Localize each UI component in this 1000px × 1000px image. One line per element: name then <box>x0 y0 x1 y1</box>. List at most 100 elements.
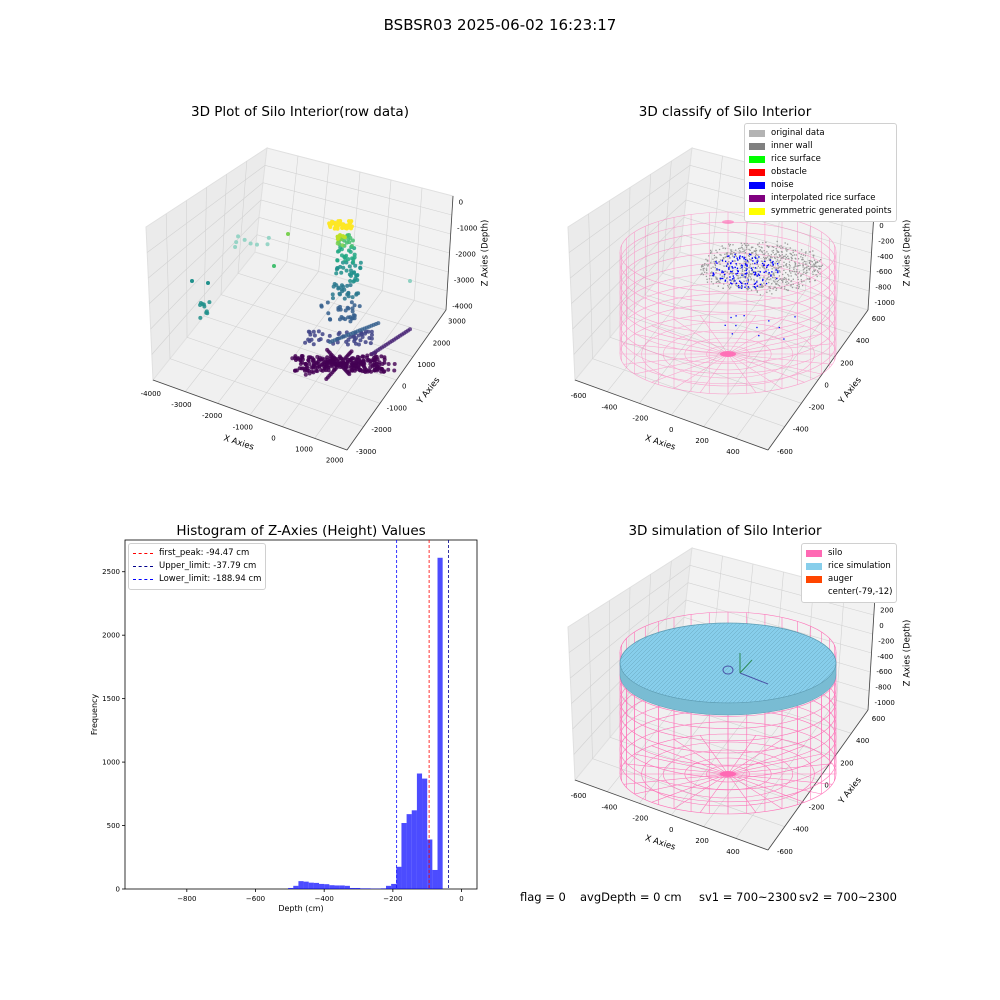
noise-point <box>725 265 728 267</box>
original-data-point <box>739 250 741 252</box>
noise-point <box>734 280 736 282</box>
original-data-point <box>815 262 817 265</box>
y-tick-label: -200 <box>809 404 825 412</box>
original-data-point <box>710 252 712 254</box>
original-data-point <box>745 276 747 278</box>
y-tick-label: 2000 <box>433 339 451 347</box>
z-tick-label: -600 <box>876 268 892 276</box>
original-data-point <box>790 253 793 256</box>
original-data-point <box>778 260 780 262</box>
legend-item: Upper_limit: -37.79 cm <box>133 560 261 573</box>
original-data-point <box>700 273 702 276</box>
noise-point <box>753 271 755 274</box>
silo-floor-spoke <box>673 739 729 775</box>
simulation-3d-plot: -600 -400 -200 0 200 400 -600 -400 -200 0 200 400 60… <box>567 547 913 856</box>
y-tick-label: 600 <box>872 315 885 323</box>
original-data-point <box>754 271 756 273</box>
noise-point <box>744 283 746 285</box>
original-data-point <box>739 286 741 288</box>
noise-point <box>756 281 758 283</box>
original-data-point <box>808 259 810 262</box>
original-data-point <box>775 287 778 290</box>
original-data-point <box>772 252 774 254</box>
original-data-point <box>714 267 716 269</box>
original-data-point <box>732 244 734 246</box>
original-data-point <box>813 266 815 268</box>
histogram-bar <box>437 557 443 889</box>
original-data-point <box>746 248 748 250</box>
y-tick-label: -600 <box>777 448 793 456</box>
original-data-point <box>746 261 748 263</box>
y-axis-label: Y Axies <box>836 775 864 807</box>
original-data-point <box>710 267 712 269</box>
silo-floor-spoke <box>651 325 729 355</box>
noise-point <box>728 255 730 257</box>
original-data-point <box>755 255 757 257</box>
legend-label: center(-79,-12) <box>828 587 893 597</box>
data-point <box>319 304 324 309</box>
silo-floor-spoke <box>634 333 729 355</box>
original-data-point <box>743 274 745 276</box>
original-data-point <box>802 262 804 264</box>
original-data-point <box>707 259 709 261</box>
data-point <box>234 240 239 245</box>
y-tick-label: -400 <box>793 426 809 434</box>
original-data-point <box>785 256 787 259</box>
original-data-point <box>745 246 748 248</box>
original-data-point <box>740 242 742 244</box>
original-data-point <box>809 260 811 262</box>
noise-point <box>746 272 748 274</box>
legend-item: symmetric generated points <box>749 205 892 218</box>
original-data-point <box>759 250 761 252</box>
original-data-point <box>762 260 764 263</box>
original-data-point <box>781 279 783 281</box>
histogram-bar <box>349 887 356 889</box>
original-data-point <box>804 255 807 257</box>
data-point <box>369 329 374 334</box>
legend-label: original data <box>771 128 825 138</box>
original-data-point <box>804 252 807 254</box>
data-point <box>373 357 378 362</box>
data-point <box>295 356 300 361</box>
original-data-point <box>819 265 821 268</box>
original-data-point <box>779 271 781 273</box>
histogram-bar <box>385 885 392 889</box>
histogram-bar <box>380 888 386 889</box>
original-data-point <box>813 264 816 266</box>
original-data-point <box>771 265 773 268</box>
original-data-point <box>715 269 717 271</box>
original-data-point <box>754 250 757 252</box>
original-data-point <box>744 277 747 279</box>
original-data-point <box>702 269 704 271</box>
data-point <box>358 260 363 265</box>
noise-point <box>757 273 760 275</box>
x-axis-line <box>574 779 769 851</box>
original-data-point <box>800 253 802 256</box>
original-data-point <box>750 289 753 291</box>
original-data-point <box>704 271 706 273</box>
data-point <box>350 295 355 300</box>
original-data-point <box>770 262 772 264</box>
original-data-point <box>750 279 752 281</box>
original-data-point <box>726 252 729 254</box>
z-tick-label: -400 <box>877 253 893 261</box>
original-data-point <box>748 255 751 257</box>
legend-item: auger <box>806 573 892 586</box>
data-point <box>311 358 316 363</box>
original-data-point <box>796 265 798 267</box>
original-data-point <box>741 268 744 271</box>
original-data-point <box>766 291 768 294</box>
original-data-point <box>812 264 814 266</box>
noise-point <box>747 279 749 281</box>
y-tick-label: -200 <box>809 804 825 812</box>
original-data-point <box>818 268 820 270</box>
original-data-point <box>729 243 732 246</box>
noise-point <box>761 262 764 265</box>
original-data-point <box>727 284 729 287</box>
original-data-point <box>746 242 748 245</box>
noise-point <box>731 265 733 268</box>
original-data-point <box>719 274 721 276</box>
original-data-point <box>816 275 818 278</box>
original-data-point <box>782 273 784 276</box>
original-data-point <box>736 274 738 277</box>
